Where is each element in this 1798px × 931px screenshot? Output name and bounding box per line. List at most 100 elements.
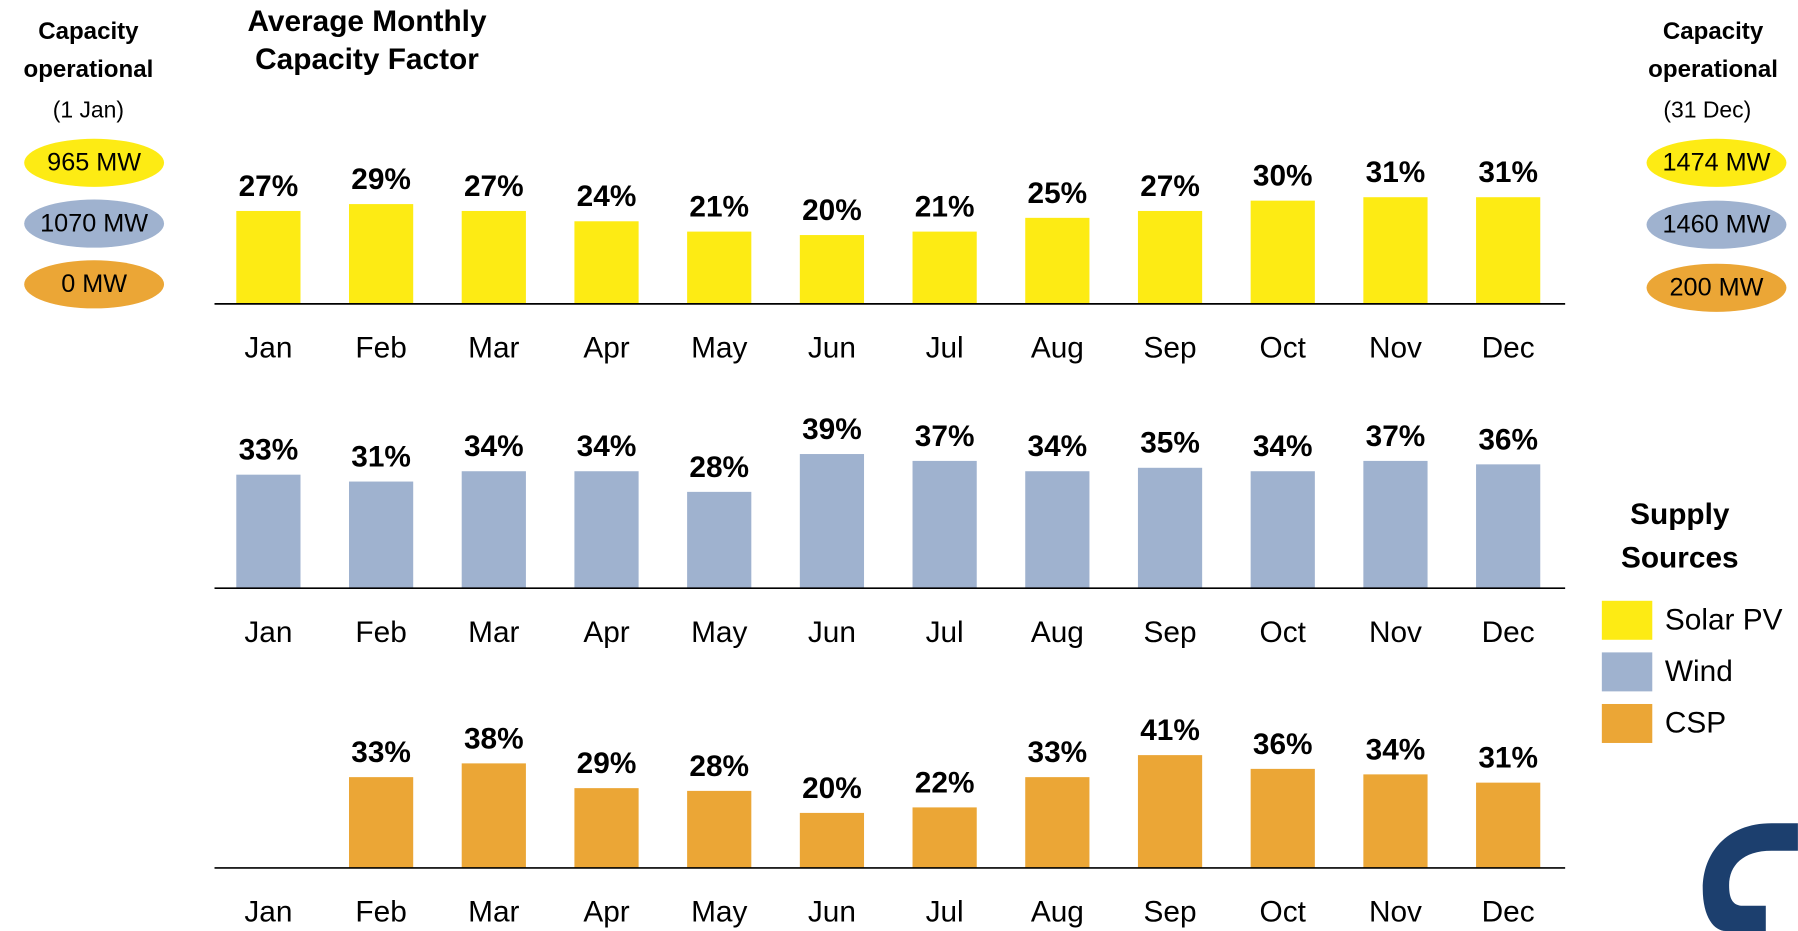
- bar: [461, 471, 526, 589]
- x-tick-label: Jul: [926, 896, 964, 929]
- bar: [1250, 200, 1315, 304]
- bar: [236, 210, 301, 304]
- x-tick-label: Nov: [1369, 616, 1422, 649]
- value-label: 27%: [464, 170, 524, 203]
- x-tick-label: Dec: [1482, 332, 1535, 365]
- value-label: 34%: [1253, 430, 1313, 463]
- value-label: 22%: [915, 766, 975, 799]
- x-tick-label: Mar: [468, 896, 519, 929]
- x-tick-label: Oct: [1260, 616, 1307, 649]
- x-tick-label: Feb: [355, 616, 406, 649]
- value-label: 34%: [577, 430, 637, 463]
- x-tick-label: Oct: [1260, 896, 1307, 929]
- capacity-badge: [1646, 200, 1787, 249]
- value-label: 27%: [1140, 170, 1200, 203]
- bar: [574, 471, 639, 589]
- legend-swatch: [1601, 600, 1653, 640]
- capacity-start-box: Capacity operational: [24, 18, 154, 82]
- capacity-end-title: Capacity operational: [1648, 18, 1778, 83]
- x-tick-label: Feb: [355, 332, 406, 365]
- value-label: 21%: [689, 191, 749, 224]
- bar: [799, 235, 865, 304]
- capacity-badge: [1646, 263, 1787, 312]
- x-tick-label: Sep: [1144, 896, 1197, 929]
- value-label: 20%: [802, 194, 862, 227]
- value-label: 38%: [464, 722, 524, 755]
- bar: [1025, 471, 1090, 589]
- bar: [687, 491, 752, 589]
- bar: [1025, 777, 1090, 868]
- bar: [1476, 782, 1541, 868]
- legend-swatch: [1601, 703, 1653, 743]
- bar: [912, 460, 977, 589]
- x-tick-label: Apr: [583, 332, 629, 365]
- value-label: 33%: [351, 736, 411, 769]
- capacity-label: 965 MW: [47, 149, 141, 177]
- value-label: 34%: [1366, 733, 1426, 766]
- x-tick-label: Jul: [926, 616, 964, 649]
- value-label: 36%: [1253, 728, 1313, 761]
- bar: [461, 210, 526, 304]
- capacity-end-box: Capacity operational: [1648, 18, 1778, 83]
- bar: [799, 454, 865, 589]
- value-label: 31%: [1478, 742, 1538, 775]
- bar: [687, 790, 752, 868]
- bar: [574, 788, 639, 868]
- value-label: 37%: [1366, 420, 1426, 453]
- x-tick-label: Aug: [1031, 616, 1084, 649]
- value-label: 33%: [1028, 736, 1088, 769]
- x-tick-label: Apr: [583, 616, 629, 649]
- bar: [1476, 464, 1541, 589]
- value-label: 31%: [1478, 156, 1538, 189]
- value-label: 20%: [802, 772, 862, 805]
- capacity-label: 1460 MW: [1663, 211, 1771, 239]
- value-label: 33%: [239, 434, 299, 467]
- capacity-badge: [24, 138, 165, 187]
- capacity-label: 200 MW: [1670, 274, 1764, 302]
- x-tick-label: Mar: [468, 616, 519, 649]
- value-label: 28%: [689, 750, 749, 783]
- bar: [1476, 197, 1541, 304]
- bar: [1363, 460, 1428, 589]
- bar: [574, 221, 639, 304]
- capacity-badge: [24, 260, 165, 309]
- chart-title: Average Monthly Capacity Factor: [247, 3, 487, 76]
- legend-label: Solar PV: [1665, 603, 1783, 636]
- capacity-end-date: (31 Dec): [1663, 96, 1751, 122]
- x-tick-label: Dec: [1482, 616, 1535, 649]
- x-tick-label: Jun: [808, 332, 856, 365]
- legend-label: Wind: [1665, 655, 1733, 688]
- x-tick-label: Jun: [808, 896, 856, 929]
- title-box: Average Monthly Capacity Factor: [247, 3, 487, 76]
- value-label: 37%: [915, 420, 975, 453]
- value-label: 34%: [1028, 430, 1088, 463]
- capacity-label: 1474 MW: [1663, 149, 1771, 177]
- value-label: 39%: [802, 413, 862, 446]
- capacity-badge: [1646, 138, 1787, 187]
- bar: [1137, 467, 1203, 589]
- x-tick-label: Nov: [1369, 896, 1422, 929]
- value-label: 31%: [351, 440, 411, 473]
- x-tick-label: Apr: [583, 896, 629, 929]
- value-label: 21%: [915, 191, 975, 224]
- bar: [912, 231, 977, 304]
- x-tick-label: Sep: [1144, 332, 1197, 365]
- x-tick-label: Aug: [1031, 332, 1084, 365]
- legend-label: CSP: [1665, 706, 1726, 739]
- bar: [687, 231, 752, 304]
- bar: [1363, 774, 1428, 868]
- bar: [348, 777, 414, 868]
- bar: [1250, 471, 1315, 589]
- bar: [348, 481, 414, 589]
- x-tick-label: Nov: [1369, 332, 1422, 365]
- legend-title: Supply Sources: [1620, 496, 1739, 575]
- bar: [348, 204, 414, 304]
- bar: [799, 812, 865, 868]
- value-label: 36%: [1478, 423, 1538, 456]
- bar: [1363, 197, 1428, 304]
- capacity-label: 1070 MW: [40, 209, 148, 237]
- bar: [912, 807, 977, 868]
- x-tick-label: Sep: [1144, 616, 1197, 649]
- value-label: 34%: [464, 430, 524, 463]
- value-label: 28%: [689, 451, 749, 484]
